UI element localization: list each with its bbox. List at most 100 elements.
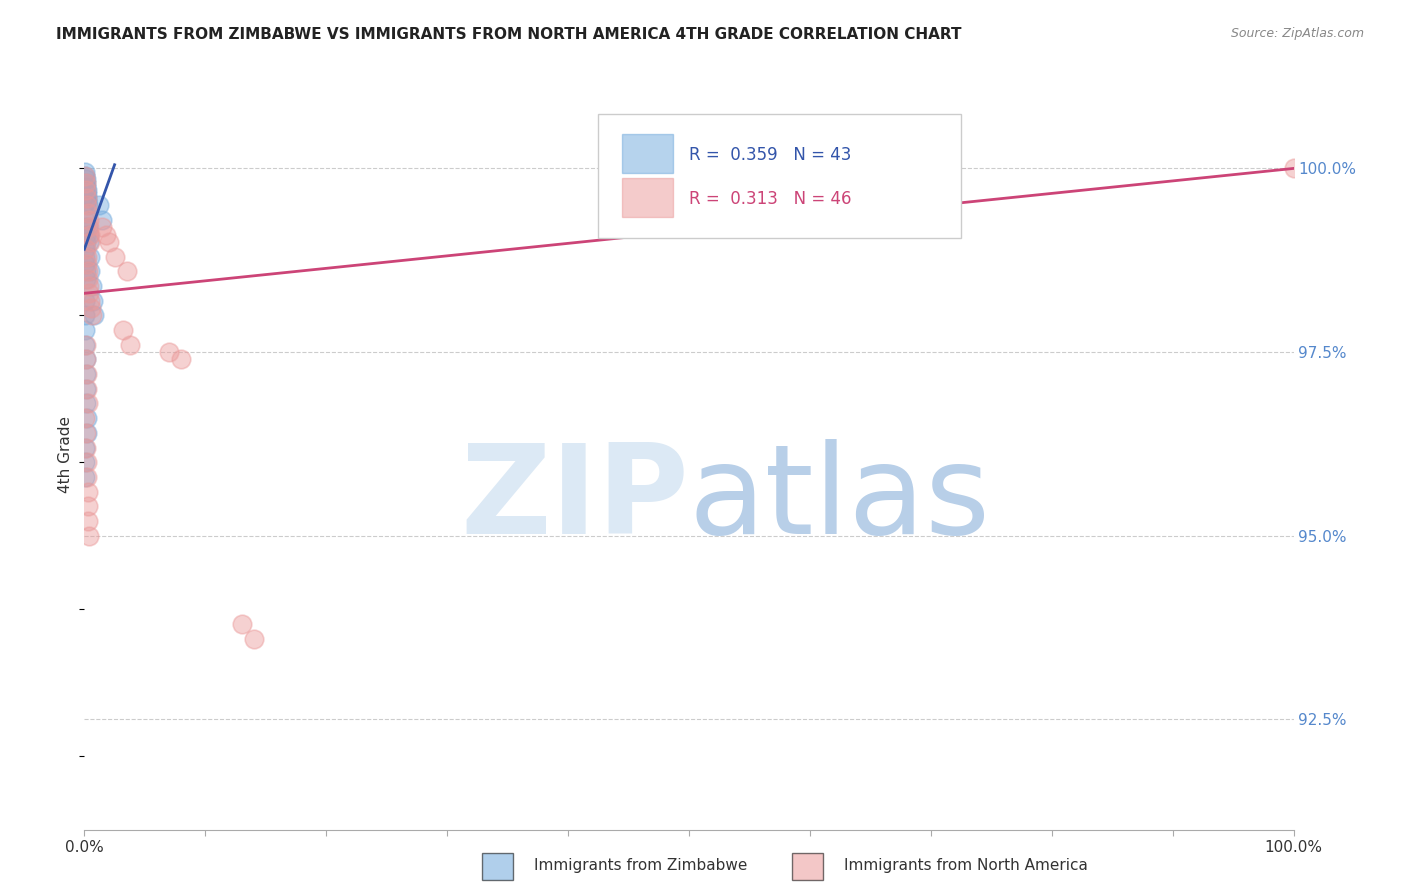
Point: [75, 352, 97, 367]
Point: [75, 271, 97, 285]
Point: [73, 165, 96, 179]
Point: [76, 264, 98, 278]
Point: [75, 396, 97, 410]
Point: [75, 382, 97, 396]
FancyBboxPatch shape: [623, 178, 673, 217]
Point: [77, 220, 100, 235]
Point: [76, 396, 98, 410]
Point: [79, 286, 101, 301]
Point: [76, 470, 98, 484]
Point: [75, 264, 97, 278]
Point: [73, 293, 96, 308]
Point: [76, 367, 98, 381]
Point: [75, 227, 97, 242]
Point: [242, 632, 264, 646]
Point: [104, 250, 127, 264]
Point: [75, 337, 97, 351]
Point: [75, 257, 97, 271]
Point: [75, 176, 97, 190]
Point: [76, 257, 98, 271]
Point: [79, 250, 101, 264]
Point: [79, 235, 101, 249]
Point: [75, 220, 97, 235]
Point: [80, 301, 103, 315]
Y-axis label: 4th Grade: 4th Grade: [58, 417, 73, 493]
Point: [75, 337, 97, 351]
Point: [1282, 161, 1305, 176]
Point: [82, 293, 104, 308]
Point: [112, 323, 135, 337]
Point: [76, 187, 98, 202]
Point: [75, 169, 97, 183]
Text: ZIP: ZIP: [460, 440, 689, 560]
Point: [76, 198, 98, 212]
Point: [75, 212, 97, 227]
Point: [76, 484, 98, 499]
FancyBboxPatch shape: [623, 134, 673, 173]
Text: R =  0.313   N = 46: R = 0.313 N = 46: [689, 190, 852, 208]
Point: [77, 500, 100, 514]
Point: [77, 205, 100, 219]
Point: [77, 220, 100, 235]
Point: [75, 470, 97, 484]
Point: [79, 264, 101, 278]
Point: [76, 194, 98, 209]
Point: [75, 425, 97, 440]
Point: [77, 529, 100, 543]
Point: [76, 382, 98, 396]
Text: Immigrants from North America: Immigrants from North America: [844, 858, 1087, 872]
Point: [75, 441, 97, 455]
Text: Source: ZipAtlas.com: Source: ZipAtlas.com: [1230, 27, 1364, 40]
Point: [76, 455, 98, 469]
Point: [79, 293, 101, 308]
Point: [231, 616, 253, 631]
Point: [76, 191, 98, 205]
Point: [83, 309, 105, 323]
Point: [94, 227, 117, 242]
Point: [91, 212, 114, 227]
Point: [75, 323, 97, 337]
Point: [75, 172, 97, 186]
Point: [77, 227, 100, 242]
Point: [120, 337, 142, 351]
Point: [75, 235, 97, 249]
Point: [115, 264, 138, 278]
Point: [97, 235, 120, 249]
Point: [75, 242, 97, 256]
Point: [77, 271, 100, 285]
Point: [73, 441, 96, 455]
Text: R =  0.359   N = 43: R = 0.359 N = 43: [689, 146, 851, 164]
Point: [73, 250, 96, 264]
Point: [75, 176, 97, 190]
Point: [79, 227, 101, 242]
Point: [75, 352, 97, 367]
Point: [87, 198, 110, 212]
Point: [73, 309, 96, 323]
Point: [80, 309, 103, 323]
Point: [76, 184, 98, 198]
Point: [157, 345, 180, 359]
Point: [76, 198, 98, 212]
Point: [77, 212, 100, 227]
Point: [91, 220, 114, 235]
Point: [76, 250, 98, 264]
Point: [75, 169, 97, 183]
FancyBboxPatch shape: [599, 114, 962, 237]
Text: IMMIGRANTS FROM ZIMBABWE VS IMMIGRANTS FROM NORTH AMERICA 4TH GRADE CORRELATION : IMMIGRANTS FROM ZIMBABWE VS IMMIGRANTS F…: [56, 27, 962, 42]
Text: atlas: atlas: [689, 440, 991, 560]
Point: [75, 179, 97, 194]
Point: [77, 514, 100, 528]
Point: [75, 242, 97, 256]
Point: [75, 411, 97, 425]
Point: [77, 279, 100, 293]
Point: [76, 411, 98, 425]
Point: [76, 191, 98, 205]
Point: [75, 367, 97, 381]
Point: [80, 279, 103, 293]
Text: Immigrants from Zimbabwe: Immigrants from Zimbabwe: [534, 858, 748, 872]
Point: [76, 425, 98, 440]
Point: [75, 184, 97, 198]
Point: [73, 455, 96, 469]
Point: [73, 205, 96, 219]
Point: [170, 352, 193, 367]
